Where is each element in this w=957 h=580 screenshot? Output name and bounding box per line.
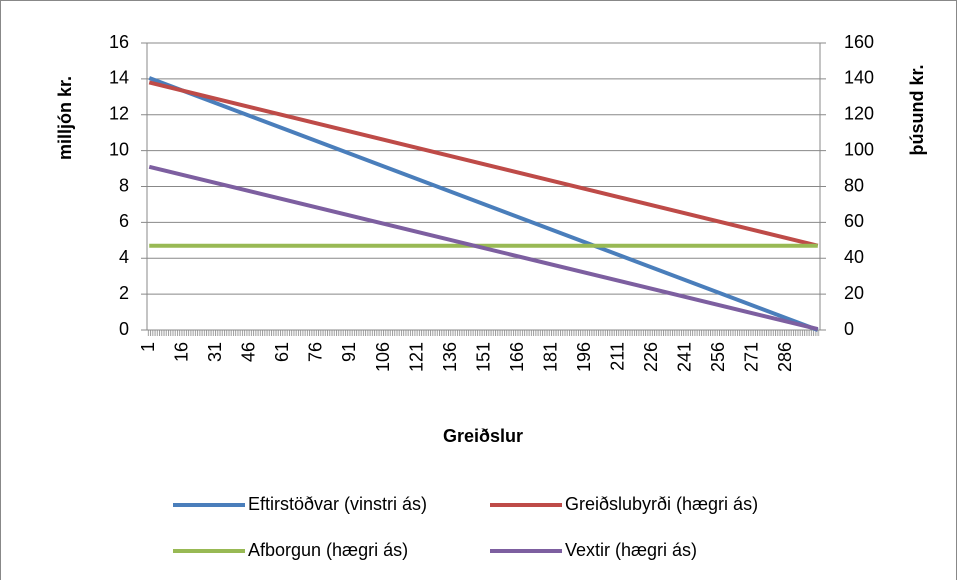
x-tick-label: 1 [138, 342, 158, 352]
y2-tick-label: 20 [844, 283, 864, 303]
y2-tick-label: 0 [844, 319, 854, 339]
series-line [148, 164, 819, 332]
y-tick-label: 6 [119, 211, 129, 231]
x-tick-label: 106 [373, 342, 393, 372]
y2-tick-label: 140 [844, 68, 874, 88]
legend-label: Eftirstöðvar (vinstri ás) [248, 494, 427, 514]
x-tick-label: 271 [742, 342, 762, 372]
y2-tick-label: 80 [844, 175, 864, 195]
y-tick-label: 14 [109, 68, 129, 88]
x-tick-label: 31 [205, 342, 225, 362]
y2-tick-label: 160 [844, 32, 874, 52]
y2-axis-title: þúsund kr. [907, 64, 927, 155]
legend-label: Greiðslubyrði (hægri ás) [565, 494, 758, 514]
y-tick-label: 12 [109, 104, 129, 124]
x-tick-label: 121 [406, 342, 426, 372]
y2-tick-label: 40 [844, 247, 864, 267]
x-tick-label: 166 [507, 342, 527, 372]
y-axis-title: milljón kr. [55, 76, 75, 160]
x-tick-label: 61 [272, 342, 292, 362]
x-tick-label: 211 [608, 342, 628, 371]
y-tick-label: 10 [109, 139, 129, 159]
x-tick-label: 16 [172, 342, 192, 362]
x-tick-label: 256 [708, 342, 728, 372]
x-tick-label: 151 [473, 342, 493, 372]
category-ticks [147, 330, 820, 336]
y2-tick-label: 120 [844, 104, 874, 124]
x-tick-label: 241 [675, 342, 695, 372]
y-tick-label: 8 [119, 175, 129, 195]
x-tick-label: 226 [641, 342, 661, 372]
series-line [148, 80, 819, 248]
y2-tick-label: 100 [844, 139, 874, 159]
y-tick-label: 4 [119, 247, 129, 267]
y-tick-label: 2 [119, 283, 129, 303]
x-tick-label: 136 [440, 342, 460, 372]
x-tick-label: 286 [775, 342, 795, 372]
legend-label: Afborgun (hægri ás) [248, 540, 408, 560]
x-tick-label: 196 [574, 342, 594, 372]
x-axis-title: Greiðslur [443, 426, 523, 446]
legend-label: Vextir (hægri ás) [565, 540, 697, 560]
series-line [148, 76, 819, 332]
x-tick-label: 76 [306, 342, 326, 362]
y2-tick-label: 60 [844, 211, 864, 231]
x-tick-label: 46 [239, 342, 259, 362]
y-tick-label: 0 [119, 319, 129, 339]
x-tick-label: 181 [540, 342, 560, 372]
x-tick-label: 91 [339, 342, 359, 362]
y-tick-label: 16 [109, 32, 129, 52]
